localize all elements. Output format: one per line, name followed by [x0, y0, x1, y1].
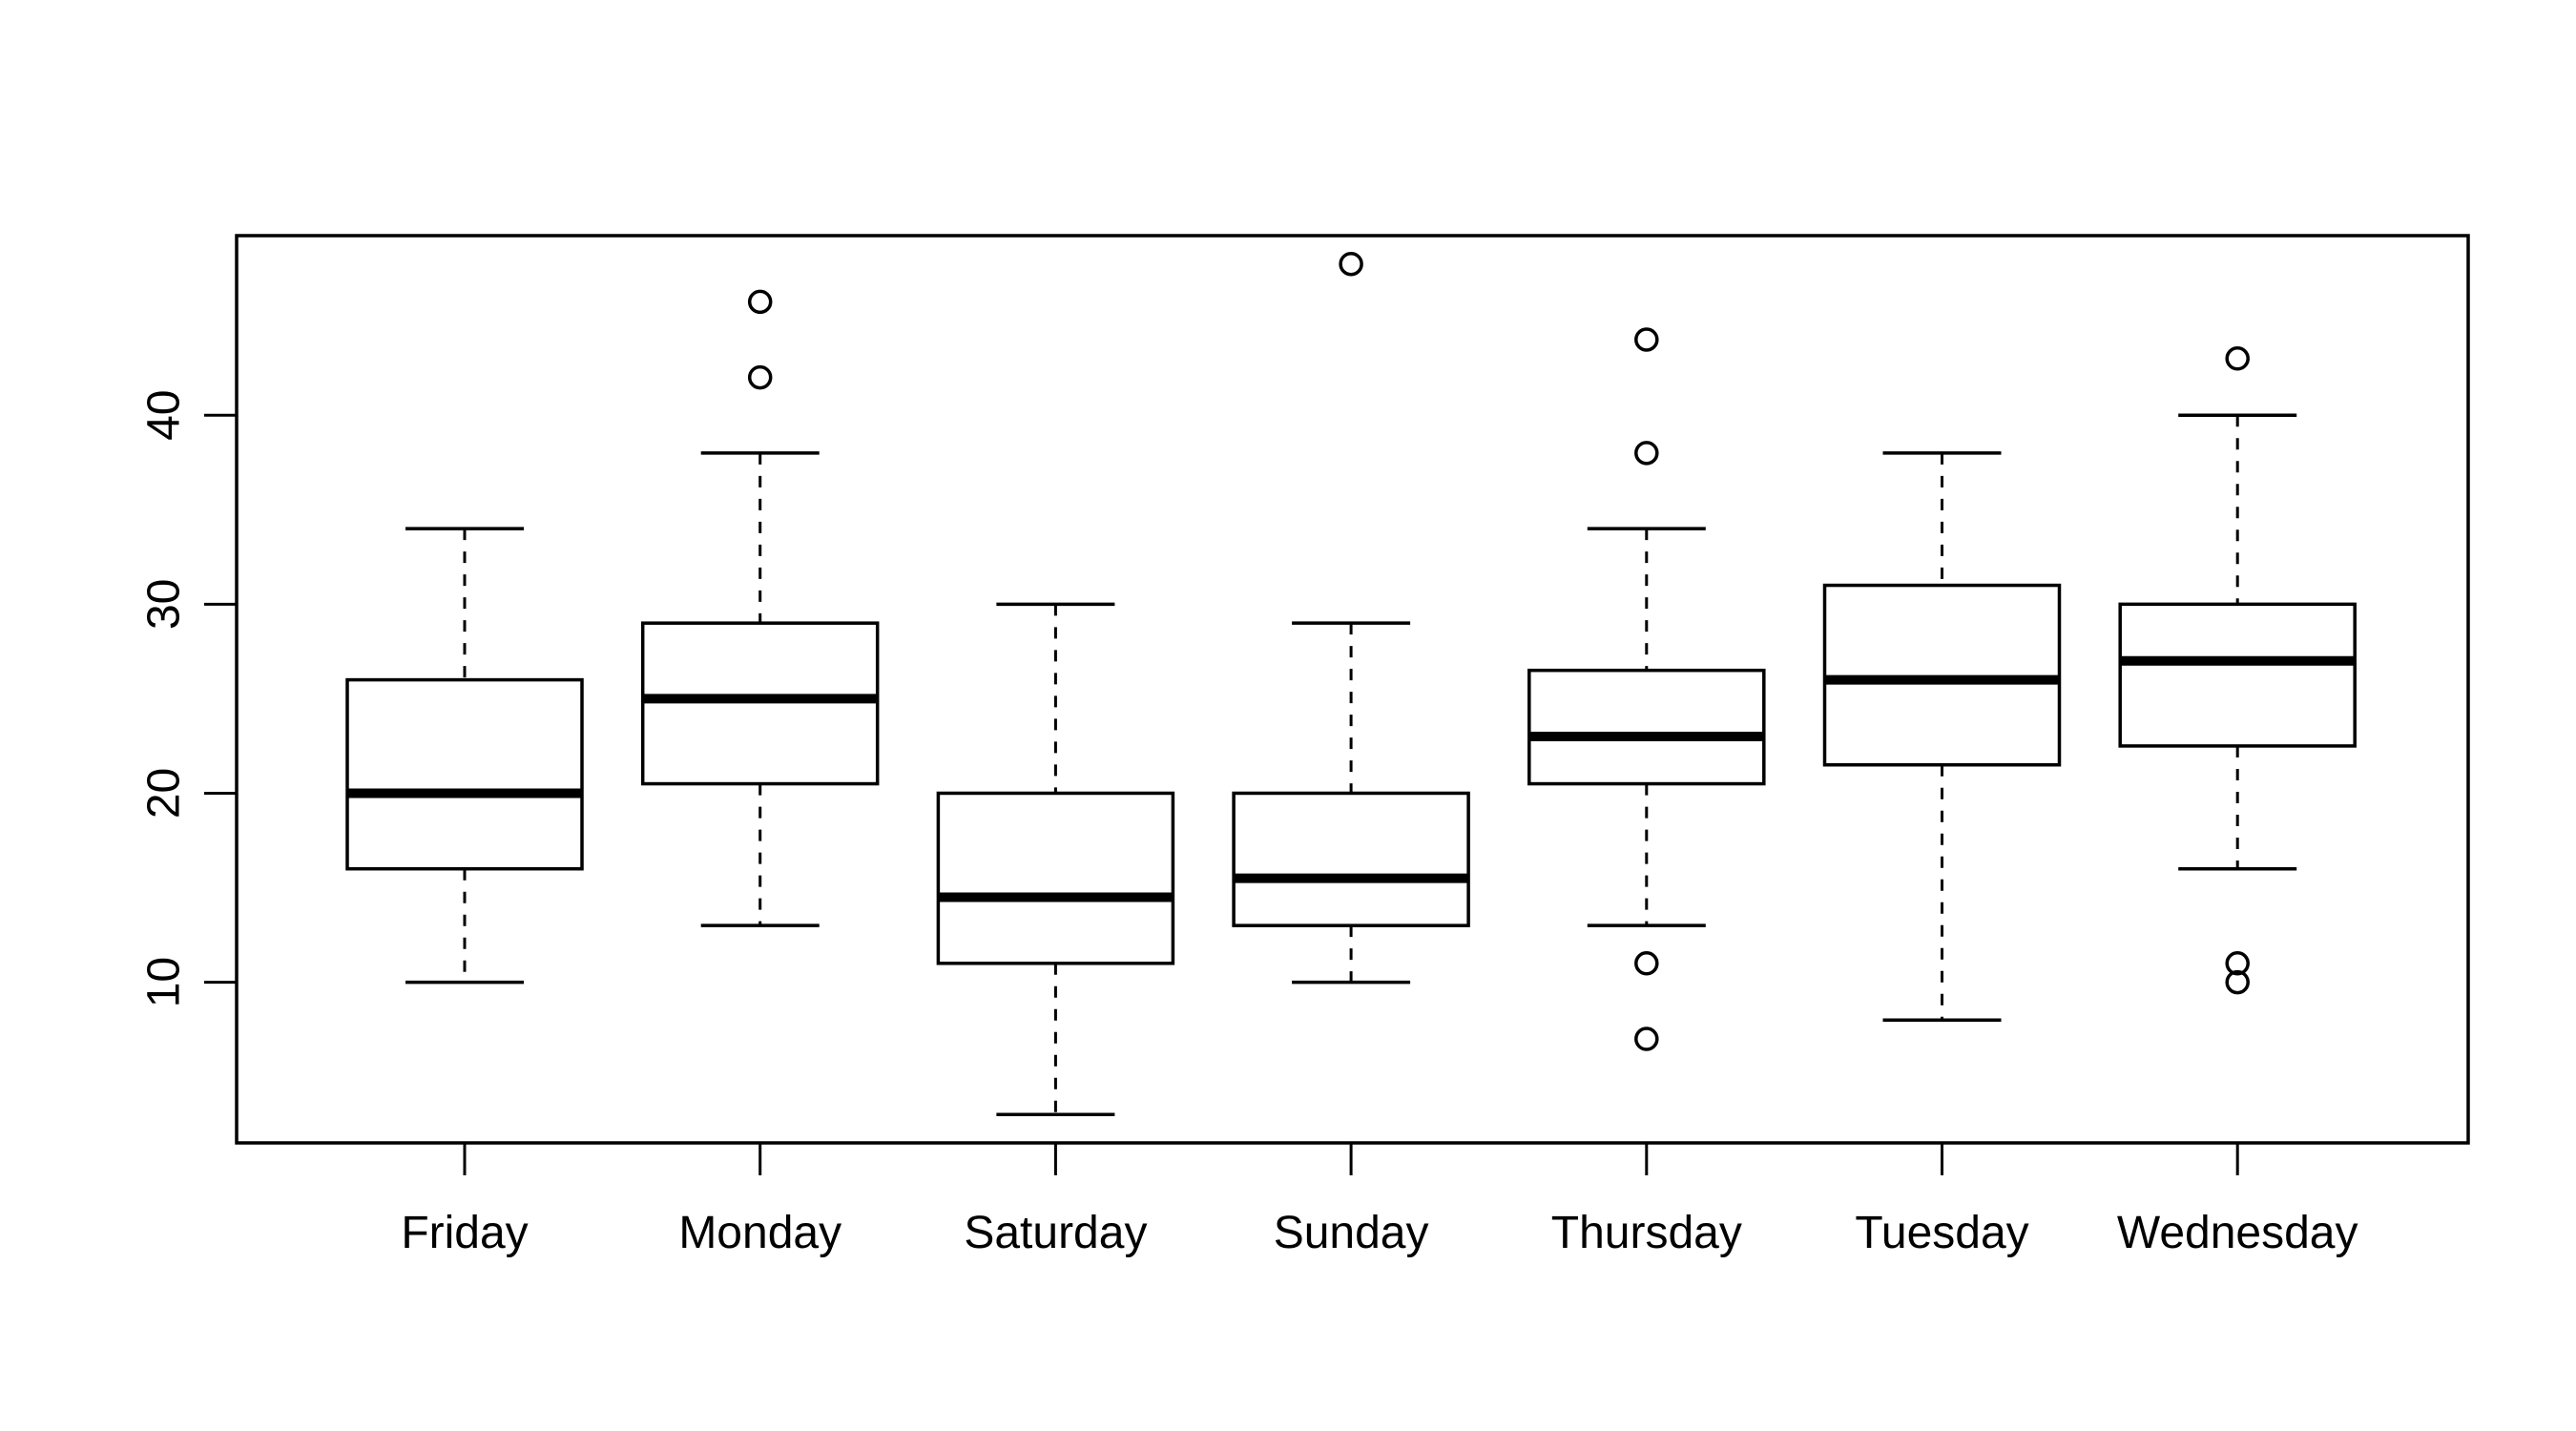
box-wednesday [2118, 602, 2357, 748]
outlier-point-monday [747, 364, 773, 390]
y-tick-label: 20 [139, 768, 190, 819]
outlier-point-wednesday [2225, 346, 2250, 371]
box-sunday [1232, 791, 1470, 927]
chart-marks: 10 20 30 40 Friday Monday Saturday Sunday Thursd… [139, 251, 2358, 1258]
x-tick-label: Tuesday [1855, 1208, 2028, 1258]
x-tick-label: Saturday [964, 1208, 1147, 1258]
x-tick-label: Thursday [1551, 1208, 1742, 1258]
y-tick-label: 40 [139, 390, 190, 441]
x-tick-label: Friday [401, 1208, 528, 1258]
box-friday [345, 677, 584, 871]
outlier-point-thursday [1634, 1027, 1659, 1051]
y-tick-label: 10 [139, 957, 190, 1007]
outlier-point-wednesday [2225, 969, 2250, 995]
box-saturday [936, 791, 1175, 965]
x-tick-label: Wednesday [2117, 1208, 2358, 1258]
outlier-point-thursday [1634, 327, 1659, 352]
x-tick-label: Monday [678, 1208, 841, 1258]
outlier-point-wednesday [2225, 951, 2250, 976]
y-tick-label: 30 [139, 579, 190, 630]
outlier-point-thursday [1634, 951, 1659, 976]
box-thursday [1527, 668, 1766, 786]
outlier-point-sunday [1339, 251, 1363, 277]
x-tick-label: Sunday [1274, 1208, 1429, 1258]
outlier-point-monday [747, 289, 773, 315]
outlier-point-thursday [1634, 441, 1659, 466]
